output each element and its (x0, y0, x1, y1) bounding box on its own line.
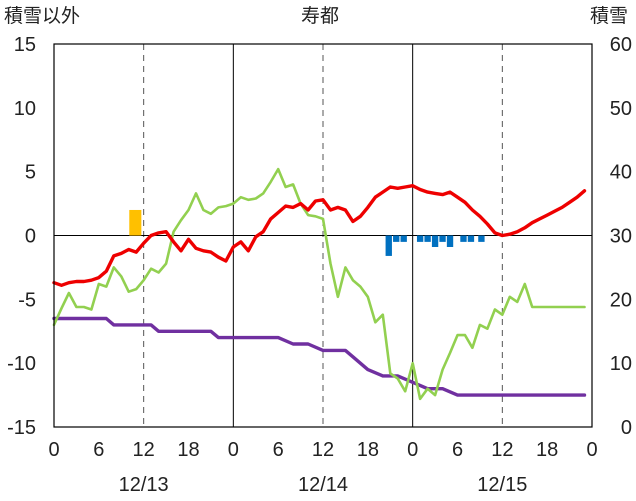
chart-title: 寿都 (301, 5, 339, 27)
x-tick-label: 0 (586, 439, 597, 461)
x-tick-label: 6 (273, 439, 284, 461)
x-tick-label: 18 (177, 439, 199, 461)
left-tick-label: 15 (14, 34, 36, 56)
right-tick-label: 0 (621, 417, 632, 439)
right-tick-label: 10 (610, 353, 632, 375)
x-tick-label: 0 (48, 439, 59, 461)
bar-negative (446, 235, 454, 247)
x-tick-label: 0 (407, 439, 418, 461)
right-tick-label: 60 (610, 34, 632, 56)
x-tick-label: 12 (312, 439, 334, 461)
x-tick-label: 18 (357, 439, 379, 461)
bar-positive (129, 209, 142, 236)
x-tick-label: 6 (93, 439, 104, 461)
series-line-temperature (52, 183, 587, 287)
bar-negative (467, 235, 475, 242)
date-label: 12/14 (298, 474, 348, 496)
date-label: 12/13 (119, 474, 169, 496)
left-tick-label: 0 (25, 226, 36, 248)
series-lines (52, 167, 587, 401)
left-tick-label: 5 (25, 162, 36, 184)
series-line-snow-depth (52, 316, 587, 397)
bar-negative (478, 235, 485, 242)
x-tick-label: 18 (536, 439, 558, 461)
bars (129, 209, 485, 256)
right-tick-label: 40 (610, 162, 632, 184)
bar-negative (393, 235, 400, 242)
x-tick-label: 12 (133, 439, 155, 461)
bar-negative (416, 235, 424, 242)
bar-negative (400, 235, 407, 242)
bar-negative (460, 235, 467, 242)
right-axis-title: 積雪 (590, 5, 628, 27)
x-tick-label: 12 (491, 439, 513, 461)
right-tick-label: 50 (610, 98, 632, 120)
left-tick-label: 10 (14, 98, 36, 120)
left-tick-label: -5 (18, 289, 36, 311)
plot-area-border (53, 43, 593, 428)
right-tick-label: 30 (610, 226, 632, 248)
series-line-green-series (52, 167, 586, 401)
x-tick-label: 6 (452, 439, 463, 461)
date-label: 12/15 (477, 474, 527, 496)
right-tick-label: 20 (610, 289, 632, 311)
left-tick-label: -15 (7, 417, 36, 439)
bar-negative (385, 235, 392, 256)
left-axis-title: 積雪以外 (4, 5, 80, 27)
x-tick-label: 0 (228, 439, 239, 461)
bar-negative (431, 235, 439, 247)
bar-negative (439, 235, 446, 242)
bar-negative (424, 235, 431, 242)
left-tick-label: -10 (7, 353, 36, 375)
